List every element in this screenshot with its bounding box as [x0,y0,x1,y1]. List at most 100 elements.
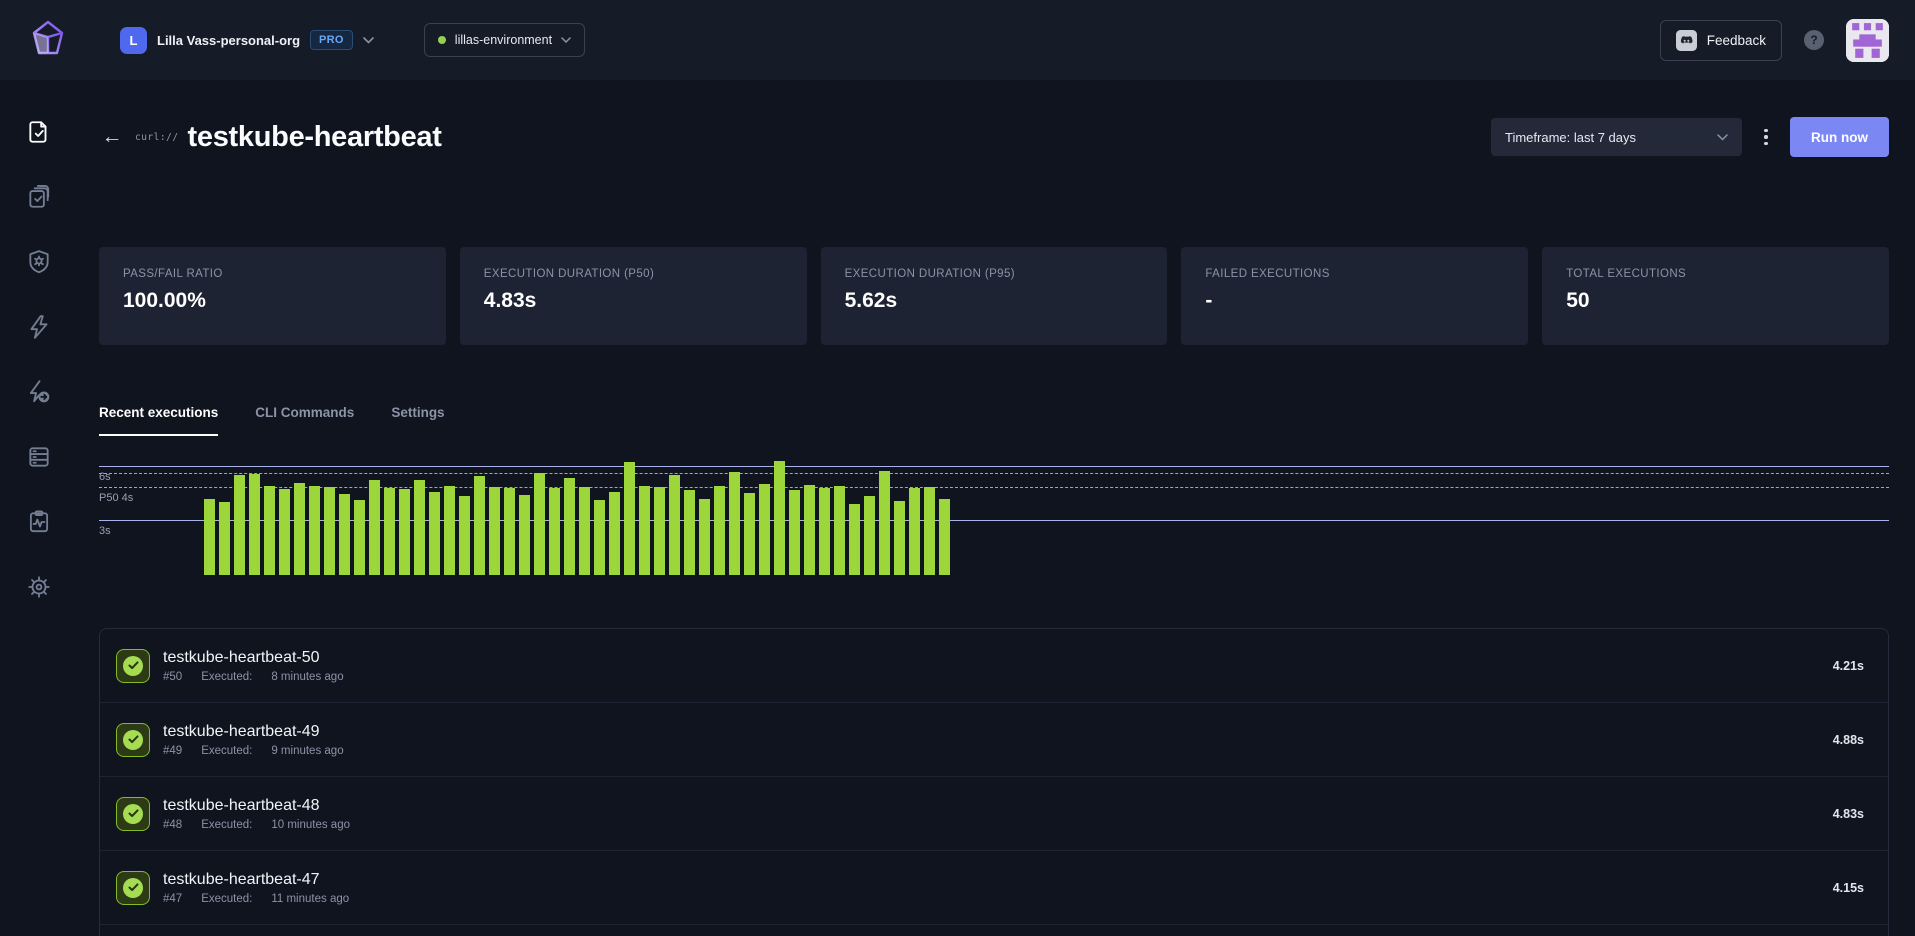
more-options-button kebab-icon[interactable] [1752,118,1780,156]
duration-bar[interactable] [549,488,560,575]
duration-bar[interactable] [939,499,950,575]
duration-bar[interactable] [654,487,665,575]
duration-bar[interactable] [804,485,815,575]
metric-card-duration-p95: EXECUTION DURATION (P95) 5.62s [820,247,1168,345]
environment-selector[interactable]: lillas-environment [423,23,586,57]
duration-bar[interactable] [579,487,590,575]
duration-bar[interactable] [504,488,515,575]
testkube-logo-icon[interactable] [26,18,70,62]
duration-bar[interactable] [684,490,695,575]
execution-list-item[interactable]: testkube-heartbeat-48 #48 Executed: 10 m… [100,777,1888,851]
sidebar-item-test-suites files-stack-check-icon[interactable] [26,184,52,210]
p95-gridline [99,473,1889,475]
duration-bar[interactable] [489,487,500,575]
sidebar-item-executors lightning-arrow-circle-icon[interactable] [26,379,52,405]
duration-bar[interactable] [354,500,365,575]
duration-bar[interactable] [714,486,725,575]
duration-bar[interactable] [834,486,845,575]
status-passed-icon [116,796,150,831]
org-avatar: L [120,26,147,54]
duration-bar[interactable] [924,487,935,575]
duration-bar[interactable] [444,486,455,575]
duration-bar[interactable] [204,499,215,575]
feedback-label: Feedback [1706,32,1766,48]
sidebar-item-sources server-rows-icon[interactable] [26,444,52,470]
execution-meta: testkube-heartbeat-48 #48 Executed: 10 m… [163,797,350,831]
p50-gridline [99,487,1889,489]
pro-badge: PRO [310,30,353,50]
duration-bar[interactable] [429,492,440,575]
execution-duration: 4.88s [1832,732,1864,747]
user-avatar[interactable] [1846,18,1889,62]
duration-bar[interactable] [234,475,245,575]
duration-bar[interactable] [699,499,710,575]
duration-bar[interactable] [879,471,890,575]
duration-bar[interactable] [459,496,470,575]
execution-list-item[interactable]: testkube-heartbeat-49 #49 Executed: 9 mi… [100,703,1888,777]
execution-list-item[interactable]: testkube-heartbeat-50 #50 Executed: 8 mi… [100,629,1888,703]
sidebar-item-tests file-check-icon[interactable] [26,119,52,145]
duration-bar[interactable] [864,496,875,575]
duration-bar[interactable] [639,486,650,575]
duration-bar[interactable] [909,488,920,575]
duration-bar[interactable] [669,475,680,575]
duration-bar[interactable] [624,462,635,575]
sidebar-item-triggers shield-gear-icon[interactable] [26,249,52,275]
metric-value: 100.00% [123,289,206,312]
duration-bar[interactable] [534,473,545,575]
y-axis-label: 6s [99,471,111,484]
duration-bar[interactable] [309,486,320,575]
duration-bar[interactable] [324,487,335,575]
duration-bar[interactable] [594,500,605,575]
duration-bar[interactable] [279,489,290,575]
run-now-button[interactable]: Run now [1790,117,1889,157]
execution-duration: 4.15s [1832,880,1864,895]
sidebar-item-webhooks lightning-icon[interactable] [26,314,52,340]
execution-number: #50 [163,670,183,683]
duration-bar[interactable] [759,484,770,575]
feedback-button[interactable]: Feedback [1659,19,1782,61]
duration-bar[interactable] [849,504,860,575]
metric-value: 4.83s [483,289,537,312]
duration-bar[interactable] [219,502,230,575]
help-icon[interactable]: ? [1804,30,1824,50]
duration-bar[interactable] [774,461,785,575]
sidebar-item-settings gear-icon[interactable] [26,574,52,600]
duration-bar[interactable] [294,483,305,575]
execution-subtitle: #50 Executed: 8 minutes ago [163,671,344,683]
execution-list-item[interactable]: testkube-heartbeat-47 #47 Executed: 11 m… [100,851,1888,925]
duration-bar[interactable] [414,480,425,575]
duration-bar[interactable] [339,494,350,575]
duration-bar[interactable] [744,493,755,575]
duration-bar[interactable] [399,489,410,575]
duration-bar[interactable] [609,492,620,575]
timeframe-select[interactable]: Timeframe: last 7 days [1491,118,1742,156]
content: ← curl:// testkube-heartbeat Timeframe: … [78,80,1915,936]
duration-bar[interactable] [474,476,485,575]
execution-number: #49 [163,744,183,757]
back-button[interactable]: ← [99,125,125,149]
tab-settings[interactable]: Settings [391,405,444,436]
duration-bar[interactable] [789,490,800,575]
execution-duration-chart[interactable]: 6s P50 4s 3s [99,453,1889,575]
duration-bar[interactable] [819,488,830,575]
duration-bar[interactable] [894,501,905,575]
chevron-down-icon [1717,133,1728,141]
duration-bar[interactable] [519,495,530,575]
duration-bar[interactable] [564,478,575,575]
page-title: testkube-heartbeat [187,120,442,153]
org-switcher[interactable]: L Lilla Vass-personal-org PRO [120,26,374,54]
tab-cli-commands[interactable]: CLI Commands [255,405,354,436]
duration-bar[interactable] [369,480,380,575]
sidebar [0,80,78,936]
metric-label: EXECUTION DURATION (P50) [483,268,655,280]
duration-bar[interactable] [264,486,275,575]
metric-value: 5.62s [844,289,898,312]
duration-bar[interactable] [384,488,395,575]
sidebar-item-status-pages clipboard-pulse-icon[interactable] [26,509,52,535]
tab-recent-executions[interactable]: Recent executions [99,405,219,436]
timeframe-label: Timeframe: last 7 days [1505,129,1637,145]
duration-bar[interactable] [249,474,260,575]
metric-label: EXECUTION DURATION (P95) [844,268,1015,280]
duration-bar[interactable] [729,472,740,575]
